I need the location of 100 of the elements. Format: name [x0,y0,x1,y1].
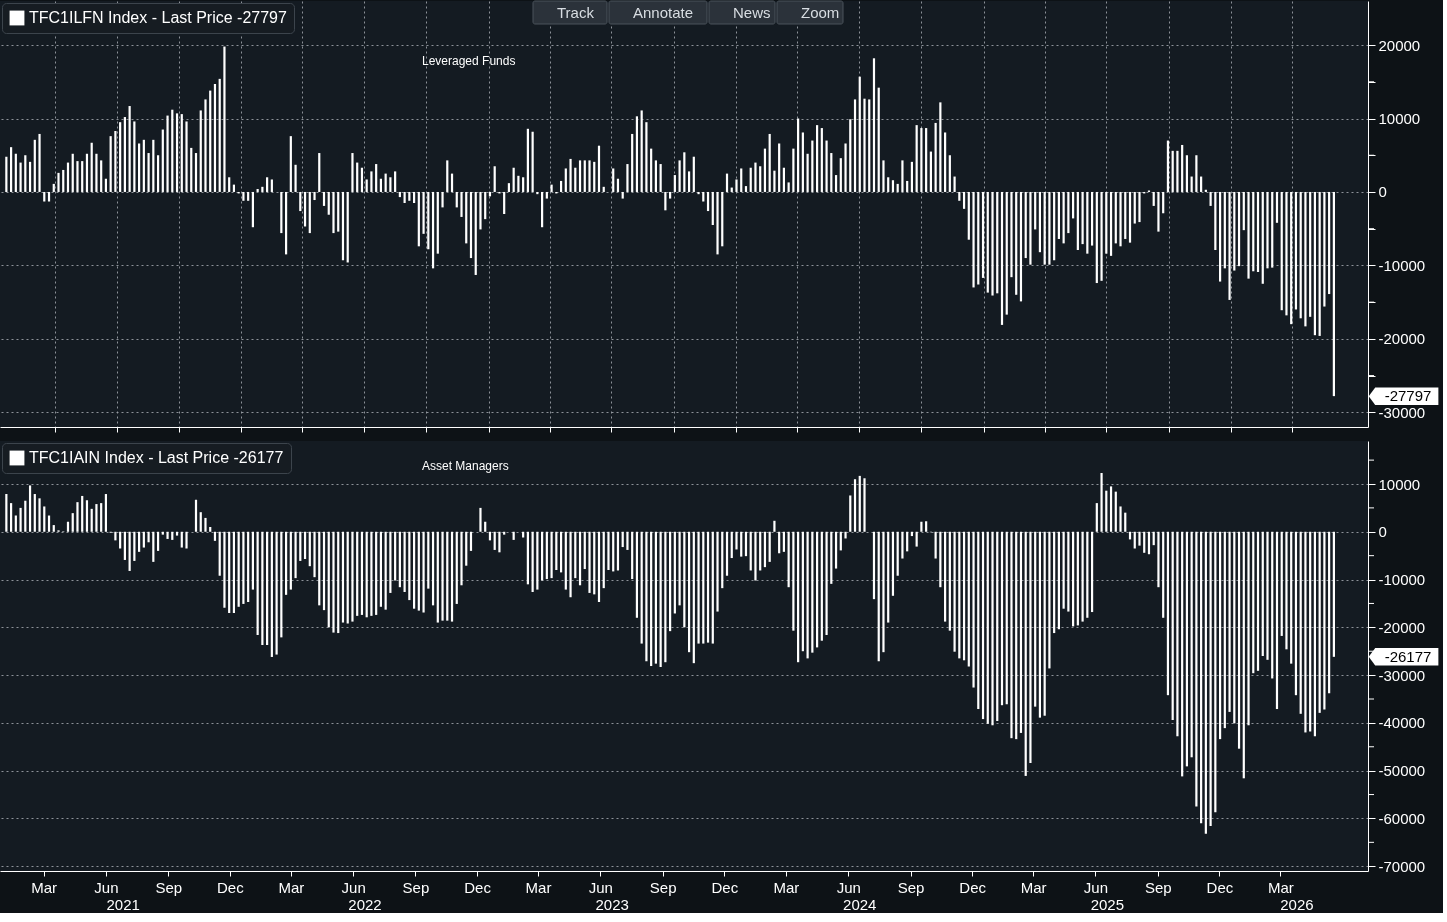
bar [251,531,254,590]
bar [981,531,985,720]
bar [782,167,785,192]
bar [1228,531,1231,712]
bar [730,531,733,559]
bar [645,122,648,192]
bar [1242,531,1245,779]
bar [526,531,529,585]
bar [427,191,430,250]
bar [95,153,98,192]
bar [967,191,970,240]
bar [1271,531,1274,679]
bar [574,167,577,192]
bar [1223,531,1226,729]
bar [687,531,691,653]
y-tick-label: -10000 [1378,571,1426,589]
x-tick-label: Jun [1083,878,1109,896]
bar [901,531,904,559]
bar [294,164,297,192]
bar [38,498,41,532]
bar [706,531,710,643]
bar [1176,150,1179,192]
text: 2024 [843,896,877,913]
bar [294,531,297,579]
bar [1029,191,1032,265]
bar [412,191,416,203]
bar [43,191,46,202]
text: 2025 [1090,896,1124,913]
bar [289,136,292,192]
bar [887,531,890,623]
bar [10,147,13,192]
bar [948,155,951,192]
bar [133,121,136,192]
bar [526,128,529,192]
bar [697,191,700,195]
bar [588,160,591,192]
bar [1081,191,1084,245]
bar [1152,191,1155,206]
bar [417,191,420,247]
bar [147,531,150,543]
bar [906,180,909,192]
bar [569,158,572,192]
bar [1252,191,1255,272]
bar [479,507,482,532]
bar [1086,531,1089,618]
bar [280,531,283,638]
bar [545,191,548,199]
bar [1029,531,1032,764]
bar [213,531,217,541]
bar [1133,531,1136,549]
bar [308,191,311,234]
bar [1062,191,1065,244]
text: Asset Managers [422,459,509,473]
bar [1181,144,1184,192]
bar [967,531,970,667]
bar [602,531,605,589]
x-tick-label: Mar [31,878,58,896]
bar [469,531,473,551]
bar [104,494,108,532]
bar [19,162,22,192]
bar [778,143,781,192]
bar [161,129,164,192]
bar [180,531,183,548]
bar [986,531,989,724]
bar [57,172,60,192]
bar [493,531,496,550]
bar [721,531,724,589]
bar [1313,531,1317,737]
bar [128,531,131,571]
bar [1233,191,1236,271]
bar [702,191,705,202]
bar [650,148,653,192]
bar [659,531,662,667]
bar [142,531,145,548]
bar [507,183,511,192]
bar [1015,191,1018,295]
bar [797,531,800,663]
bar [24,500,27,532]
bar [825,531,828,635]
bar [792,531,795,631]
bar [1195,531,1198,807]
bar [156,531,160,551]
bar [787,182,790,192]
bar [417,531,420,611]
x-tick-label: Sep [1144,878,1172,896]
bar [877,531,880,662]
bar [161,531,164,535]
text: -27797 [1384,387,1432,405]
bar [1309,191,1312,317]
bar [114,131,117,192]
bar [896,531,899,576]
bar [1105,191,1108,254]
bar [725,531,729,576]
y-tick-label: -30000 [1378,666,1426,684]
bar [1280,191,1283,311]
bar [583,531,586,570]
bar [194,499,198,532]
bar [977,531,980,710]
bar [100,160,103,192]
bar [133,531,136,561]
